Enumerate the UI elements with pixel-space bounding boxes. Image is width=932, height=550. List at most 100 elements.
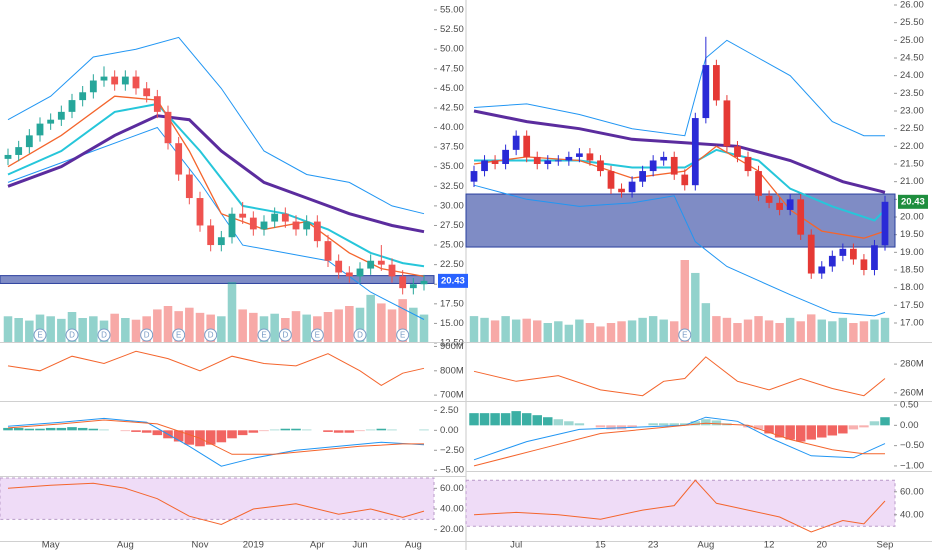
x-tick-label: Nov — [192, 540, 209, 550]
y-tick-label: 22.00 — [900, 141, 924, 152]
price-tag — [898, 194, 928, 209]
candle-body — [744, 156, 752, 172]
volume-bar — [785, 317, 795, 342]
volume-bar — [185, 307, 194, 342]
candle-body — [79, 92, 87, 101]
histogram-bar — [24, 428, 35, 431]
volume-bar — [859, 321, 869, 342]
y-tick-label: 23.00 — [900, 106, 924, 117]
candle-body — [881, 201, 889, 246]
histogram-bar — [658, 423, 669, 426]
candle-body — [776, 202, 783, 210]
histogram-bar — [795, 425, 806, 442]
chart-panel: 17.0017.5018.0018.5019.0019.5020.0020.50… — [465, 0, 932, 550]
x-tick-label: Sep — [877, 540, 894, 550]
volume-bar — [764, 320, 774, 342]
y-tick-label: 55.00 — [440, 5, 464, 16]
candle-body — [860, 259, 868, 270]
volume-bar — [575, 319, 584, 342]
candle-body — [420, 280, 428, 285]
event-label: E — [37, 331, 42, 340]
volume-bar — [110, 313, 119, 342]
volume-bar — [78, 318, 87, 342]
candle-body — [345, 272, 353, 277]
candle-body — [121, 76, 129, 85]
candle-body — [628, 181, 636, 193]
volume-bar — [174, 311, 183, 342]
candle-body — [723, 100, 731, 147]
candle-body — [481, 160, 488, 172]
histogram-bar — [227, 430, 237, 439]
volume-bar — [469, 316, 479, 342]
candle-body — [702, 65, 710, 119]
volume-bar — [880, 317, 890, 342]
candle-body — [670, 156, 678, 175]
x-tick-label: 15 — [595, 540, 606, 550]
indicator-line — [7, 350, 425, 386]
volume-bar — [25, 320, 34, 342]
candle-body — [618, 188, 625, 193]
histogram-bar — [333, 430, 344, 433]
candle-body — [239, 213, 247, 218]
candle-body — [367, 260, 375, 269]
candle-body — [502, 149, 509, 164]
volume-bar — [323, 312, 333, 342]
y-tick-label: 23.50 — [900, 88, 924, 99]
x-tick-label: Aug — [405, 540, 422, 550]
histogram-bar — [774, 425, 785, 438]
y-tick-label: 17.50 — [440, 298, 464, 309]
event-marker — [678, 328, 692, 342]
volume-bar — [775, 323, 784, 342]
candle-body — [512, 135, 520, 150]
volume-bar — [627, 320, 637, 342]
candle-body — [649, 160, 657, 172]
event-marker — [172, 328, 186, 342]
candle-body — [57, 111, 65, 120]
y-tick-label: 45.00 — [440, 83, 464, 94]
volume-bar — [543, 323, 552, 342]
candle-body — [850, 248, 857, 260]
histogram-bar — [205, 430, 216, 445]
histogram-bar — [141, 430, 152, 433]
volume-bar — [419, 314, 429, 342]
event-label: E — [682, 331, 687, 340]
indicator-line — [7, 417, 425, 467]
histogram-bar — [3, 427, 13, 431]
volume-bar — [564, 324, 574, 342]
histogram-bar — [419, 429, 429, 431]
volume-bar — [670, 321, 679, 342]
volume-bar — [617, 321, 626, 342]
volume-bar — [659, 319, 668, 342]
histogram-bar — [669, 423, 679, 426]
x-tick-label: 12 — [764, 540, 775, 550]
event-label: D — [144, 331, 150, 340]
price-tag — [438, 273, 468, 288]
y-tick-label: 35.00 — [440, 161, 464, 172]
histogram-bar — [216, 430, 227, 443]
volume-bar — [270, 313, 279, 342]
x-tick-label: Aug — [117, 540, 134, 550]
volume-bar — [238, 309, 247, 342]
y-tick-label: 25.00 — [900, 35, 924, 46]
volume-bar — [722, 317, 732, 342]
indicator-line — [7, 95, 425, 278]
candle-body — [356, 268, 364, 277]
histogram-bar — [99, 429, 109, 431]
volume-bar — [533, 320, 542, 342]
indicator-line — [474, 148, 886, 222]
x-tick-label: Aug — [697, 540, 714, 550]
y-tick-label: 12.50 — [440, 338, 464, 349]
indicator-line — [473, 39, 885, 137]
y-tick-label: 24.00 — [900, 70, 924, 81]
event-label: E — [315, 331, 320, 340]
histogram-bar — [248, 430, 259, 433]
volume-bar — [302, 314, 311, 342]
histogram-bar — [553, 419, 564, 426]
volume-bar — [334, 309, 343, 342]
histogram-bar — [680, 423, 690, 426]
histogram-bar — [77, 427, 88, 431]
histogram-bar — [323, 430, 333, 432]
event-marker — [204, 328, 218, 342]
volume-bar — [712, 316, 721, 342]
histogram-bar — [785, 425, 795, 440]
